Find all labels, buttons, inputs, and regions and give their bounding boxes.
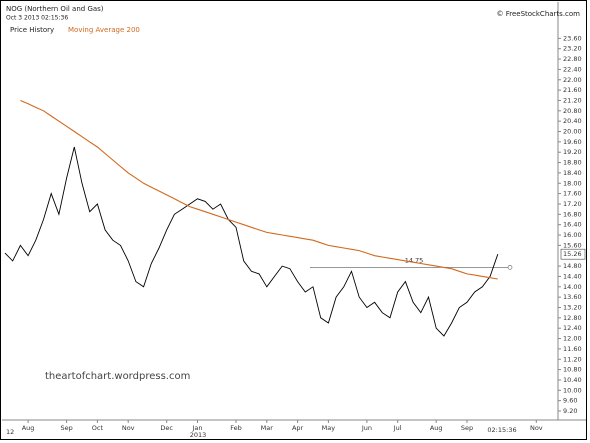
y-tick-label: 12.00: [563, 335, 582, 343]
y-tick-label: 18.80: [563, 159, 582, 167]
chart-title: NOG (Northern Oil and Gas): [6, 5, 104, 13]
y-tick-label: 14.00: [563, 283, 582, 291]
y-tick-label: 10.40: [563, 376, 582, 384]
year-label: 12: [6, 428, 14, 436]
y-tick-label: 18.40: [563, 169, 582, 177]
series-line: [20, 99, 498, 280]
level-end: [507, 265, 513, 270]
y-tick-label: 22.40: [563, 65, 582, 73]
y-tick-label: 10.00: [563, 386, 582, 394]
legend-entry: Price History: [10, 26, 54, 34]
y-tick-label: 20.40: [563, 117, 582, 125]
x-tick-label: Nov: [530, 424, 543, 432]
x-tick-label: Dec: [160, 424, 173, 432]
year-label: 2013: [190, 431, 207, 439]
y-tick-label: 11.20: [563, 355, 582, 363]
last-price-box: [560, 248, 586, 260]
y-tick-label: 20.80: [563, 107, 582, 115]
y-tick-label: 17.60: [563, 190, 582, 198]
y-tick-label: 14.40: [563, 272, 582, 280]
x-tick-label: Jan: [191, 424, 202, 432]
time-label: 02:15:36: [487, 426, 516, 434]
y-tick-label: 13.60: [563, 293, 582, 301]
x-tick-label: Aug: [22, 424, 35, 432]
y-tick-label: 16.40: [563, 221, 582, 229]
last-price-label: 15.26: [563, 250, 582, 258]
y-tick-label: 14.80: [563, 262, 582, 270]
y-tick-label: 11.60: [563, 345, 582, 353]
y-tick-label: 21.60: [563, 86, 582, 94]
y-tick-label: 13.20: [563, 303, 582, 311]
chart-subtitle: Oct 3 2013 02:15:36: [6, 15, 68, 22]
y-tick-label: 23.60: [563, 34, 582, 42]
y-tick-label: 19.20: [563, 148, 582, 156]
x-tick-label: Aug: [430, 424, 443, 432]
x-tick-label: May: [322, 424, 336, 432]
x-tick-label: Apr: [292, 424, 304, 432]
y-tick-label: 10.80: [563, 366, 582, 374]
legend-entry: Moving Average 200: [68, 26, 140, 34]
y-tick-label: 16.80: [563, 210, 582, 218]
source: © FreeStockCharts.com: [496, 10, 580, 18]
y-tick-label: 23.20: [563, 45, 582, 53]
level-label: 14.75: [405, 256, 424, 264]
y-tick-label: 18.00: [563, 179, 582, 187]
y-tick-label: 12.40: [563, 324, 582, 332]
x-tick-label: Sep: [461, 424, 473, 432]
y-tick-label: 21.20: [563, 96, 582, 104]
y-tick-label: 22.80: [563, 55, 582, 63]
x-tick-label: Mar: [261, 424, 274, 432]
y-tick-label: 22.00: [563, 76, 582, 84]
y-tick-label: 9.60: [563, 397, 577, 405]
series-line: [4, 146, 499, 337]
x-tick-label: Jul: [393, 424, 402, 432]
y-tick-label: 16.00: [563, 231, 582, 239]
y-tick-label: 15.60: [563, 241, 582, 249]
y-tick-label: 17.20: [563, 200, 582, 208]
x-tick-label: Nov: [122, 424, 135, 432]
y-tick-label: 12.80: [563, 314, 582, 322]
x-tick-label: Feb: [230, 424, 242, 432]
y-tick-label: 9.20: [563, 407, 577, 415]
x-tick-label: Sep: [60, 424, 72, 432]
y-tick-label: 19.60: [563, 138, 582, 146]
watermark: theartofchart.wordpress.com: [45, 371, 190, 382]
x-tick-label: Jun: [361, 424, 372, 432]
y-tick-label: 20.00: [563, 128, 582, 136]
x-tick-label: Oct: [92, 424, 104, 432]
